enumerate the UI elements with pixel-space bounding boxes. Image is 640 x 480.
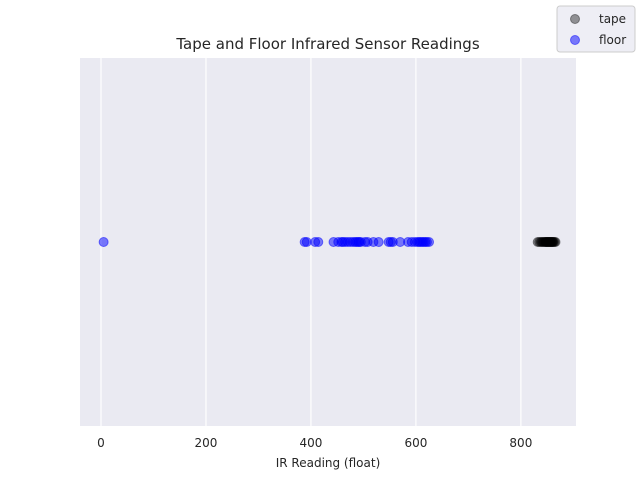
point-tape — [543, 237, 554, 247]
x-tick-label: 400 — [299, 436, 322, 450]
point-tape — [541, 237, 552, 247]
point-tape — [545, 237, 556, 247]
point-tape — [542, 237, 553, 247]
point-tape — [549, 237, 560, 247]
point-tape — [535, 237, 546, 247]
point-floor — [301, 237, 312, 247]
point-tape — [544, 237, 555, 247]
point-tape — [542, 237, 553, 247]
legend: tape floor — [556, 5, 636, 53]
data-points — [98, 237, 561, 247]
point-tape — [538, 237, 549, 247]
x-tick-label: 0 — [97, 436, 105, 450]
point-floor — [313, 237, 324, 247]
point-floor — [98, 237, 109, 247]
point-tape — [550, 237, 561, 247]
point-tape — [541, 237, 552, 247]
point-tape — [546, 237, 557, 247]
point-floor — [424, 237, 435, 247]
chart-title: Tape and Floor Infrared Sensor Readings — [175, 35, 479, 53]
legend-marker-floor — [570, 35, 580, 45]
legend-marker-tape — [570, 14, 580, 24]
point-tape — [532, 237, 543, 247]
legend-label-floor: floor — [599, 33, 626, 47]
x-tick-label: 200 — [195, 436, 218, 450]
point-tape — [540, 237, 551, 247]
point-floor — [373, 237, 384, 247]
point-tape — [536, 237, 547, 247]
point-tape — [537, 237, 548, 247]
plot-area — [80, 58, 576, 426]
point-tape — [546, 237, 557, 247]
point-tape — [540, 237, 551, 247]
legend-label-tape: tape — [599, 12, 626, 26]
x-tick-label: 600 — [404, 436, 427, 450]
x-tick-labels: 0 200 400 600 800 — [97, 436, 532, 450]
point-tape — [545, 237, 556, 247]
point-tape — [547, 237, 558, 247]
point-tape — [544, 237, 555, 247]
point-tape — [548, 237, 559, 247]
x-tick-label: 800 — [509, 436, 532, 450]
point-tape — [534, 237, 545, 247]
x-axis-label: IR Reading (float) — [276, 456, 381, 470]
point-tape — [543, 237, 554, 247]
point-tape — [547, 237, 558, 247]
